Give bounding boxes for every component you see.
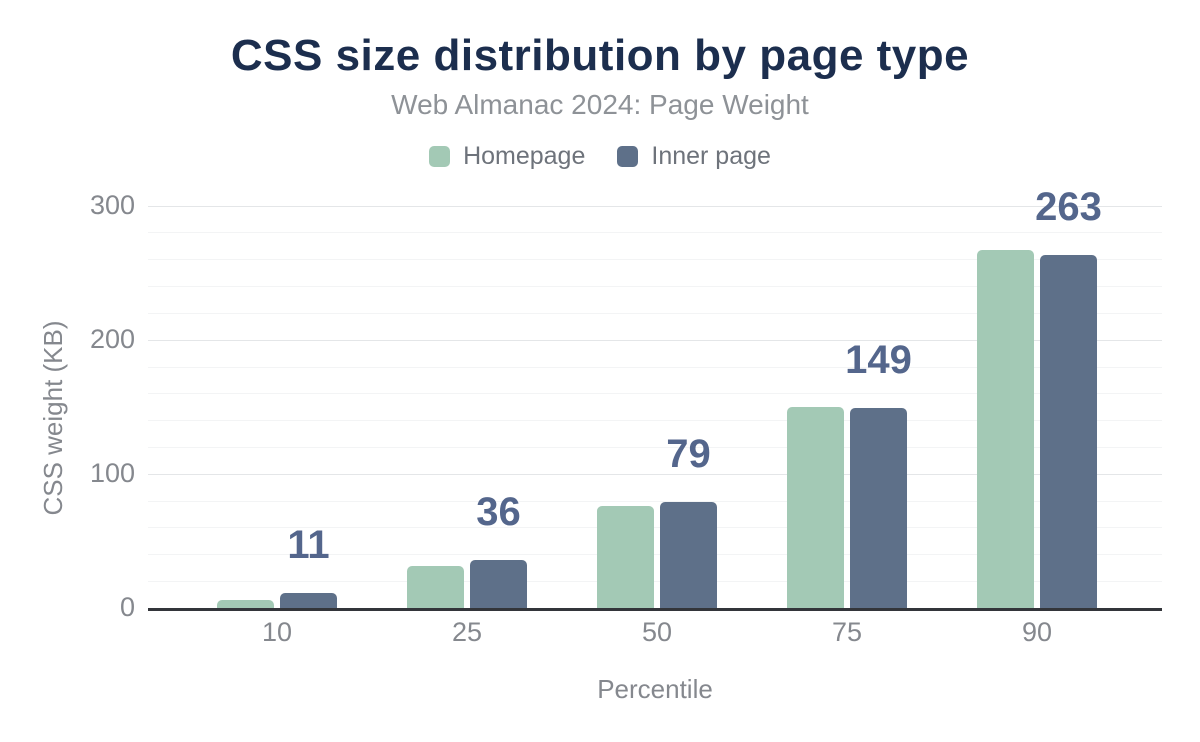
gridline-minor: [148, 393, 1162, 394]
gridline-minor: [148, 286, 1162, 287]
bar-value-label: 263: [1035, 185, 1102, 229]
x-axis-line: [148, 608, 1162, 611]
legend-item-inner-page: Inner page: [617, 142, 771, 171]
legend-label-homepage: Homepage: [463, 142, 586, 170]
gridline-minor: [148, 527, 1162, 528]
x-tick-label: 75: [831, 617, 863, 647]
bar-value-label: 36: [476, 490, 521, 534]
x-axis-title: Percentile: [597, 674, 713, 704]
gridline-minor: [148, 313, 1162, 314]
bar-value-label: 79: [666, 432, 711, 476]
y-tick-label: 100: [89, 458, 135, 488]
gridline-minor: [148, 420, 1162, 421]
x-tick-label: 25: [451, 617, 483, 647]
bar-homepage-p75: [787, 407, 844, 608]
gridline-major: [148, 340, 1162, 341]
gridline-major: [148, 474, 1162, 475]
bar-homepage-p50: [597, 506, 654, 608]
bar-value-label: 149: [845, 338, 912, 382]
legend-label-inner-page: Inner page: [651, 142, 771, 170]
x-tick-label: 50: [641, 617, 673, 647]
y-tick-label: 300: [89, 190, 135, 220]
gridline-minor: [148, 581, 1162, 582]
chart-title: CSS size distribution by page type: [230, 31, 970, 80]
gridline-major: [148, 206, 1162, 207]
legend-item-homepage: Homepage: [429, 142, 585, 171]
legend-swatch-homepage: [429, 146, 451, 167]
legend: Homepage Inner page: [0, 142, 1200, 171]
bar-value-label: 11: [287, 523, 330, 567]
x-tick-label: 10: [261, 617, 293, 647]
bar-homepage-p25: [407, 566, 464, 608]
bar-inner-page-p50: [660, 502, 717, 608]
legend-swatch-inner-page: [617, 146, 639, 167]
chart-subtitle: Web Almanac 2024: Page Weight: [391, 89, 809, 120]
bar-homepage-p90: [977, 250, 1034, 608]
y-tick-label: 0: [119, 592, 135, 622]
gridline-minor: [148, 447, 1162, 448]
bar-inner-page-p90: [1040, 255, 1097, 608]
gridline-minor: [148, 501, 1162, 502]
y-tick-label: 200: [89, 324, 135, 354]
gridline-minor: [148, 232, 1162, 233]
bar-homepage-p10: [217, 600, 274, 608]
gridline-minor: [148, 367, 1162, 368]
bar-inner-page-p25: [470, 560, 527, 608]
bar-inner-page-p75: [850, 408, 907, 608]
bar-inner-page-p10: [280, 593, 337, 608]
gridline-minor: [148, 554, 1162, 555]
gridline-minor: [148, 259, 1162, 260]
x-tick-label: 90: [1021, 617, 1053, 647]
